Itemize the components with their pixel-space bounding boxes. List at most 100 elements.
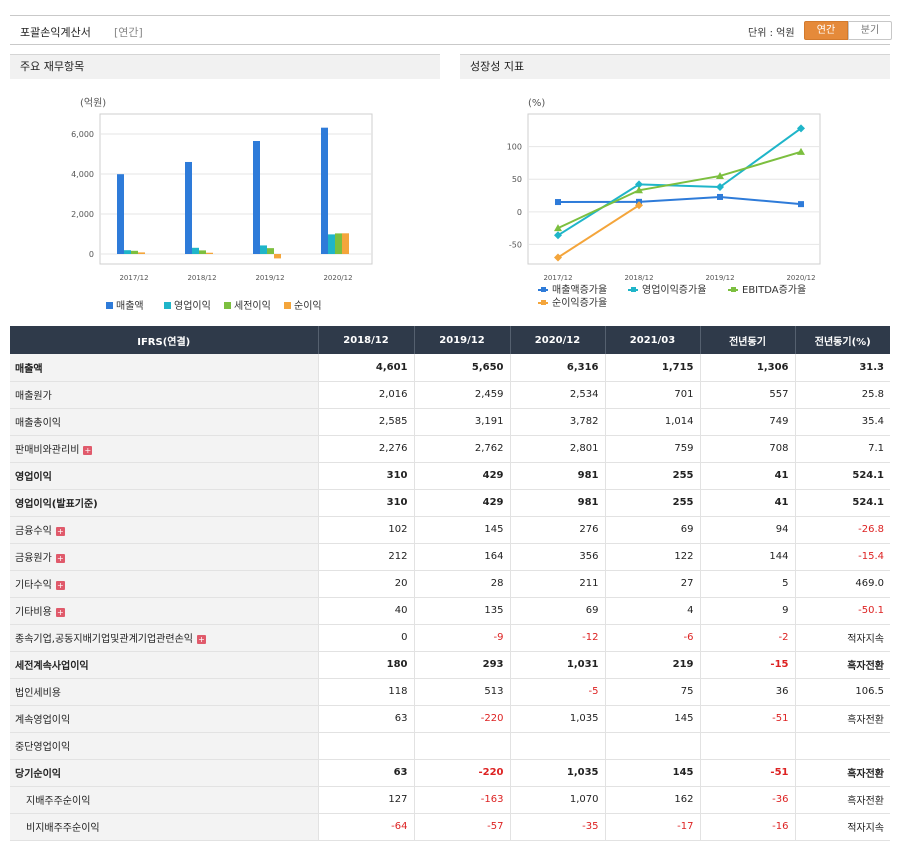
table-row: 영업이익(발표기준) 310 429 981 255 41 524.1: [10, 489, 890, 517]
series-line: [557, 195, 802, 206]
data-point: [716, 183, 724, 192]
value-cell: 145: [413, 516, 510, 544]
value-cell: 701: [604, 381, 700, 409]
legend-swatch: [106, 302, 113, 309]
bar: [206, 252, 213, 254]
table-row: 매출원가 2,016 2,459 2,534 701 557 25.8: [10, 381, 890, 409]
value-cell: 41: [699, 489, 795, 517]
value-cell: 20: [317, 570, 414, 598]
row-label-cell: 기타수익 +: [10, 570, 318, 598]
value-cell: -2: [699, 624, 795, 652]
legend-label: 매출액증가율: [552, 284, 607, 296]
row-label-cell: 법인세비용: [10, 678, 318, 706]
period-subtitle: [연간]: [114, 26, 143, 39]
value-cell: 27: [604, 570, 700, 598]
value-cell: 3,782: [509, 408, 605, 436]
header-prev-period-pct: 전년동기(%): [794, 326, 890, 354]
legend-marker: [541, 300, 546, 305]
value-cell: 102: [317, 516, 414, 544]
row-label-cell: 영업이익(발표기준): [10, 489, 318, 517]
data-point: [716, 171, 724, 179]
value-cell: -50.1: [794, 597, 890, 625]
value-cell: -15.4: [794, 543, 890, 571]
series-line: [557, 204, 640, 259]
value-cell: 2,459: [413, 381, 510, 409]
value-cell: [604, 732, 700, 760]
legend-label: 영업이익증가율: [642, 283, 706, 296]
row-label: 중단영업이익: [15, 742, 71, 753]
data-point: [554, 231, 562, 240]
x-tick-label: 2017/12: [543, 274, 572, 282]
table-row: 매출액 4,601 5,650 6,316 1,715 1,306 31.3: [10, 354, 890, 382]
value-cell: 흑자전환: [794, 650, 890, 679]
row-label-cell: 판매비와관리비 +: [10, 435, 318, 463]
table-row: 기타비용 +40 135 69 4 9 -50.1: [10, 597, 890, 625]
expand-plus-icon[interactable]: +: [55, 607, 65, 617]
header-2019: 2019/12: [413, 326, 510, 354]
row-label: 종속기업,공동지배기업및관계기업관련손익: [15, 634, 193, 645]
statement-header: 포괄손익계산서 [연간] 단위 : 억원 연간 분기: [10, 15, 892, 45]
row-label-cell: 중단영업이익: [10, 732, 318, 760]
value-cell: -51: [699, 758, 795, 787]
value-cell: 276: [509, 516, 605, 544]
header-2020: 2020/12: [509, 326, 605, 354]
value-cell: -17: [604, 813, 700, 841]
table-row: 중단영업이익: [10, 732, 890, 760]
value-cell: 2,801: [509, 435, 605, 463]
expand-plus-icon[interactable]: +: [55, 526, 65, 536]
value-cell: 적자지속: [794, 624, 890, 652]
value-cell: 2,762: [413, 435, 510, 463]
header-prev-period: 전년동기: [699, 326, 795, 354]
row-label-cell: 계속영업이익: [10, 705, 318, 733]
bar: [274, 254, 281, 259]
value-cell: 255: [604, 461, 700, 490]
x-tick-label: 2018/12: [187, 274, 216, 282]
y-tick-label: 0: [517, 208, 522, 217]
bar: [131, 250, 138, 254]
row-label: 영업이익: [15, 472, 52, 483]
y-unit-label: (억원): [80, 97, 106, 109]
annual-toggle-button[interactable]: 연간: [804, 21, 848, 40]
value-cell: 211: [509, 570, 605, 598]
legend-marker: [731, 287, 736, 292]
value-cell: -15: [699, 650, 795, 679]
row-label-cell: 기타비용 +: [10, 597, 318, 625]
table-header-row: IFRS(연결) 2018/12 2019/12 2020/12 2021/03…: [10, 326, 890, 354]
value-cell: 1,014: [604, 408, 700, 436]
legend-swatch: [164, 302, 171, 309]
value-cell: 9: [699, 597, 795, 625]
bar: [253, 141, 260, 254]
row-label: 금융원가: [15, 553, 52, 564]
value-cell: 356: [509, 543, 605, 571]
growth-line-chart: (%) 100 50 0 -50 2017/12 2018/12 2019/12 2020/12…: [507, 98, 821, 309]
value-cell: 524.1: [794, 489, 890, 517]
legend-label: 매출액: [116, 300, 144, 312]
row-label: 매출총이익: [15, 418, 61, 429]
value-cell: 3,191: [413, 408, 510, 436]
value-cell: 4: [604, 597, 700, 625]
value-cell: 981: [509, 489, 605, 517]
value-cell: 5: [699, 570, 795, 598]
value-cell: -6: [604, 624, 700, 652]
value-cell: 35.4: [794, 408, 890, 436]
expand-plus-icon[interactable]: +: [196, 634, 206, 644]
value-cell: 164: [413, 543, 510, 571]
row-label-cell: 매출총이익: [10, 408, 318, 436]
value-cell: 6,316: [509, 354, 605, 382]
quarter-toggle-button[interactable]: 분기: [848, 21, 892, 40]
expand-plus-icon[interactable]: +: [55, 580, 65, 590]
income-statement-table: IFRS(연결) 2018/12 2019/12 2020/12 2021/03…: [10, 326, 890, 841]
value-cell: -12: [509, 624, 605, 652]
table-row: 기타수익 +20 28 211 27 5 469.0: [10, 570, 890, 598]
value-cell: -163: [413, 786, 510, 814]
expand-plus-icon[interactable]: +: [55, 553, 65, 563]
value-cell: 63: [317, 705, 414, 733]
legend-label: EBITDA증가율: [742, 284, 806, 296]
expand-plus-icon[interactable]: +: [83, 445, 93, 455]
page-title: 포괄손익계산서: [20, 26, 91, 39]
data-point: [555, 199, 561, 206]
value-cell: 69: [604, 516, 700, 544]
value-cell: -64: [317, 813, 414, 841]
value-cell: 2,585: [317, 408, 414, 436]
legend-swatch: [284, 302, 291, 309]
